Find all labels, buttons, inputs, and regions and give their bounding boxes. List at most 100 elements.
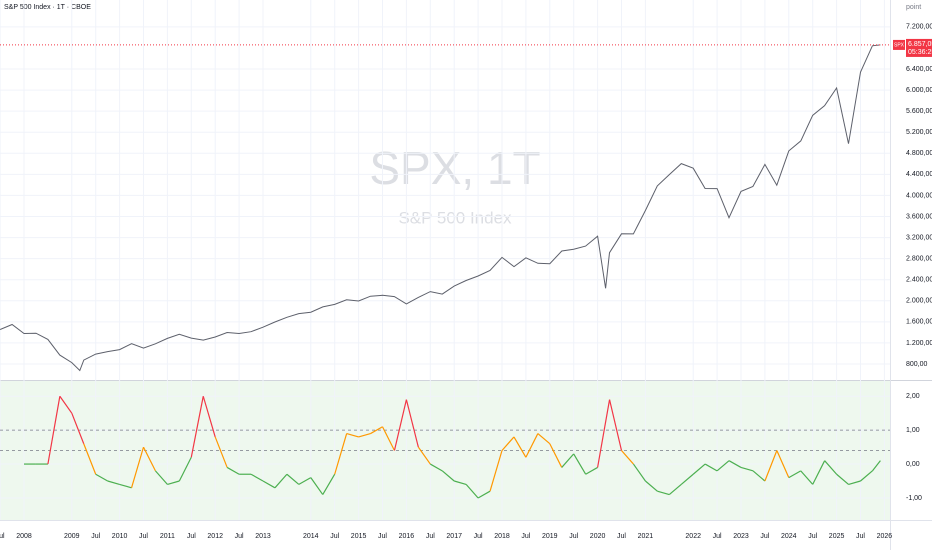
indicator-segment xyxy=(549,443,563,468)
x-tick-label: Jul xyxy=(139,533,148,540)
indicator-segment xyxy=(202,396,216,438)
indicator-segment xyxy=(430,463,443,472)
y-tick-label: 2,00 xyxy=(906,393,920,400)
indicator-segment xyxy=(561,453,575,468)
indicator-segment xyxy=(322,473,336,495)
indicator-segment xyxy=(501,436,515,451)
indicator-segment xyxy=(346,432,359,438)
last-price-box xyxy=(906,38,932,57)
indicator-segment xyxy=(262,480,276,489)
x-tick-label: 2014 xyxy=(303,533,319,540)
x-tick-label: Jul xyxy=(187,533,196,540)
indicator-segment xyxy=(370,426,383,435)
indicator-segment xyxy=(477,490,491,499)
x-tick-label: 2017 xyxy=(446,533,462,540)
indicator-segment xyxy=(704,463,718,472)
x-tick-label: 2018 xyxy=(494,533,510,540)
indicator-segment xyxy=(860,470,873,482)
indicator-segment xyxy=(537,433,551,445)
watermark-title: SPX, 1T xyxy=(369,142,540,194)
indicator-segment xyxy=(59,395,73,414)
indicator-segment xyxy=(167,480,180,485)
x-tick-label: Jul xyxy=(378,533,387,540)
x-tick-label: 2015 xyxy=(351,533,367,540)
indicator-segment xyxy=(393,399,407,451)
indicator-segment xyxy=(585,466,598,475)
indicator-segment xyxy=(250,473,264,482)
x-tick-label: Jul xyxy=(617,533,626,540)
indicator-segment xyxy=(107,480,120,485)
y-tick-label: 800,00 xyxy=(906,361,928,368)
y-tick-label: 2.400,00 xyxy=(906,277,932,284)
indicator-segment xyxy=(274,473,288,489)
indicator-segment xyxy=(657,490,670,496)
price-line xyxy=(0,44,881,372)
indicator-segment xyxy=(286,473,300,485)
x-tick-label: 2010 xyxy=(112,533,128,540)
indicator-segment xyxy=(668,483,682,496)
indicator-segment xyxy=(764,450,778,482)
indicator-segment xyxy=(525,433,539,458)
x-tick-label: 2023 xyxy=(733,533,749,540)
x-tick-label: Jul xyxy=(0,533,5,540)
indicator-segment xyxy=(71,412,85,444)
indicator-segment xyxy=(142,446,156,472)
indicator-segment xyxy=(226,466,240,475)
x-tick-label: 2016 xyxy=(399,533,415,540)
countdown-label: 05:36:25 xyxy=(908,49,932,56)
indicator-segment xyxy=(441,470,455,482)
y-tick-label: 3.600,00 xyxy=(906,213,932,220)
indicator-segment xyxy=(214,436,228,468)
watermark-subtitle: S&P 500 Index xyxy=(398,208,512,227)
x-tick-label: 2026 xyxy=(877,533,893,540)
indicator-segment xyxy=(465,484,479,499)
y-tick-label: -1,00 xyxy=(906,495,922,502)
header: S&P 500 Index · 1T · CBOE xyxy=(4,4,91,11)
x-tick-label: 2009 xyxy=(64,533,80,540)
indicator-segment xyxy=(513,436,527,458)
indicator-segment xyxy=(119,483,132,489)
x-tick-label: 2012 xyxy=(207,533,223,540)
y-tick-label: 1.600,00 xyxy=(906,319,932,326)
y-tick-label: 1.200,00 xyxy=(906,340,932,347)
indicator-segment xyxy=(632,463,646,482)
indicator-segment xyxy=(776,450,790,478)
indicator-segment xyxy=(848,480,861,485)
x-tick-label: Jul xyxy=(235,533,244,540)
indicator-segment xyxy=(836,473,849,485)
last-price-label: 6.857,05 xyxy=(908,41,932,48)
y-tick-label: 0,00 xyxy=(906,461,920,468)
y-tick-label: 2.000,00 xyxy=(906,298,932,305)
x-tick-label: Jul xyxy=(569,533,578,540)
x-tick-label: 2025 xyxy=(829,533,845,540)
indicator-segment xyxy=(752,470,766,482)
x-tick-label: Jul xyxy=(91,533,100,540)
indicator-segment xyxy=(788,470,802,479)
indicator-segment xyxy=(728,460,742,468)
indicator-segment xyxy=(178,457,192,482)
indicator-segment xyxy=(716,460,730,472)
indicator-segment xyxy=(621,450,634,465)
indicator-segment xyxy=(608,399,623,451)
indicator-segment xyxy=(310,477,324,495)
indicator-segment xyxy=(454,480,467,485)
x-tick-label: 2024 xyxy=(781,533,797,540)
x-tick-label: 2021 xyxy=(638,533,654,540)
indicator-segment xyxy=(645,480,658,492)
indicator-segment xyxy=(740,466,754,472)
x-tick-label: 2022 xyxy=(685,533,701,540)
y-tick-label: 5.600,00 xyxy=(906,108,932,115)
x-tick-label: Jul xyxy=(713,533,722,540)
y-tick-label: 3.200,00 xyxy=(906,234,932,241)
symbol-box xyxy=(893,39,905,50)
indicator-segment xyxy=(95,473,108,482)
indicator-segment xyxy=(489,450,503,492)
x-tick-label: Jul xyxy=(760,533,769,540)
x-tick-label: 2019 xyxy=(542,533,558,540)
x-tick-label: Jul xyxy=(521,533,530,540)
x-tick-label: 2008 xyxy=(16,533,32,540)
indicator-segment xyxy=(573,453,587,475)
indicator-segment xyxy=(334,433,348,475)
indicator-segment xyxy=(190,396,204,458)
